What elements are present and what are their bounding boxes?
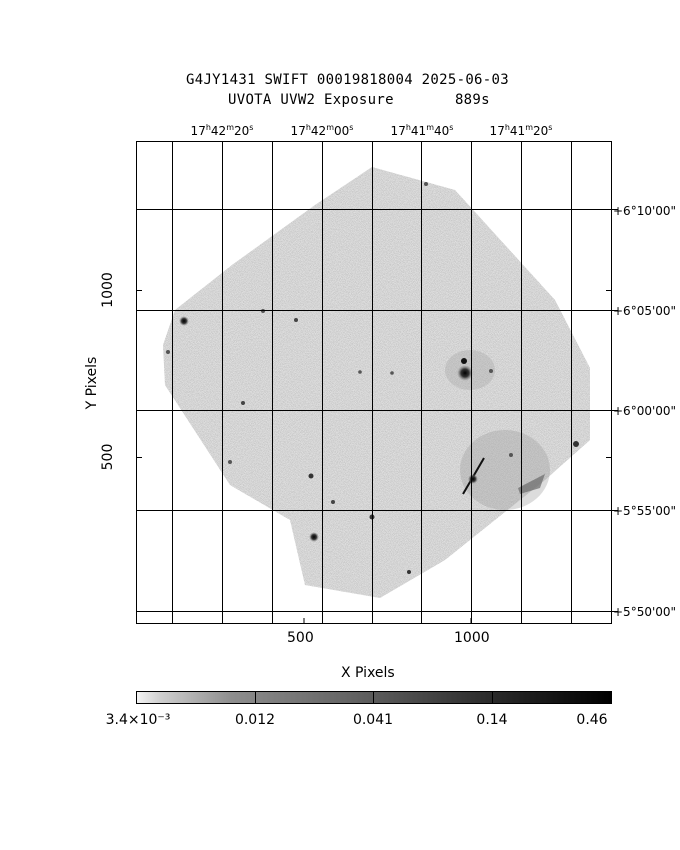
dec-label: +5°55'00" bbox=[613, 504, 677, 518]
colorbar-label: 3.4×10⁻³ bbox=[105, 712, 171, 728]
coordinate-grid bbox=[136, 141, 618, 624]
plot-frame bbox=[136, 141, 612, 624]
ra-label: 17h41m40s bbox=[390, 123, 454, 138]
y-axis-label: Y Pixels bbox=[84, 356, 100, 410]
colorbar-label: 0.041 bbox=[352, 712, 394, 728]
y-tick-label: 500 bbox=[100, 443, 116, 471]
ra-label: 17h42m20s bbox=[190, 123, 254, 138]
x-axis-label: X Pixels bbox=[341, 665, 395, 681]
x-tick-label: 1000 bbox=[454, 630, 490, 646]
x-tick-label: 500 bbox=[287, 630, 314, 646]
y-tick-label: 1000 bbox=[100, 272, 116, 308]
ra-label: 17h42m00s bbox=[290, 123, 354, 138]
colorbar-label: 0.012 bbox=[234, 712, 276, 728]
colorbar-label: 0.46 bbox=[576, 712, 608, 728]
colorbar bbox=[136, 691, 612, 704]
plot-title-line2: UVOTA UVW2 Exposure 889s bbox=[228, 92, 490, 108]
point-sources bbox=[166, 182, 579, 574]
plot-title-line1: G4JY1431 SWIFT 00019818004 2025-06-03 bbox=[186, 72, 509, 88]
dec-label: +6°05'00" bbox=[613, 304, 677, 318]
dec-label: +5°50'00" bbox=[613, 605, 677, 619]
dec-label: +6°10'00" bbox=[613, 204, 677, 218]
dec-label: +6°00'00" bbox=[613, 404, 677, 418]
exposure-footprint bbox=[163, 167, 590, 598]
ra-label: 17h41m20s bbox=[489, 123, 553, 138]
colorbar-label: 0.14 bbox=[476, 712, 508, 728]
